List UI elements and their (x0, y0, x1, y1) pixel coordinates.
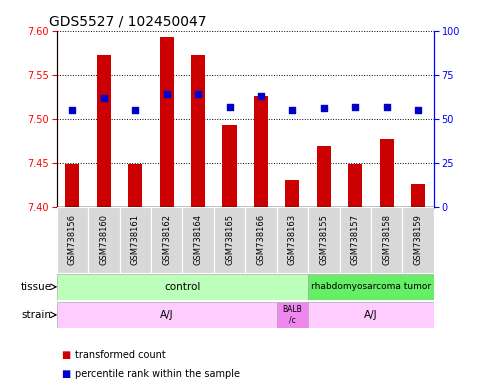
FancyBboxPatch shape (119, 207, 151, 273)
Bar (380, 139, 394, 207)
Text: BALB
/c: BALB /c (282, 305, 302, 324)
Text: GSM738163: GSM738163 (288, 214, 297, 265)
Text: strain: strain (22, 310, 52, 320)
Bar (411, 184, 425, 207)
Point (352, 104, 359, 110)
Text: GSM738164: GSM738164 (194, 214, 203, 265)
Point (383, 104, 390, 110)
FancyBboxPatch shape (57, 302, 277, 328)
Text: GSM738160: GSM738160 (99, 214, 108, 265)
Text: transformed count: transformed count (75, 350, 166, 360)
Text: GSM738166: GSM738166 (256, 214, 266, 265)
FancyBboxPatch shape (308, 302, 434, 328)
Text: rhabdomyosarcoma tumor: rhabdomyosarcoma tumor (311, 282, 431, 291)
Bar (254, 96, 268, 207)
Point (226, 104, 234, 110)
Text: GSM738162: GSM738162 (162, 214, 171, 265)
Bar (128, 164, 142, 207)
Text: GDS5527 / 102450047: GDS5527 / 102450047 (49, 14, 207, 28)
Bar (66, 164, 79, 207)
Text: GSM738165: GSM738165 (225, 214, 234, 265)
FancyBboxPatch shape (371, 207, 402, 273)
Bar (191, 55, 205, 207)
Text: ■: ■ (62, 369, 71, 379)
Text: GSM738158: GSM738158 (382, 214, 391, 265)
Point (163, 91, 171, 98)
FancyBboxPatch shape (340, 207, 371, 273)
Text: percentile rank within the sample: percentile rank within the sample (75, 369, 241, 379)
Point (320, 105, 328, 111)
Point (100, 95, 108, 101)
Bar (222, 125, 237, 207)
Text: A/J: A/J (160, 310, 174, 320)
Text: A/J: A/J (364, 310, 378, 320)
FancyBboxPatch shape (308, 274, 434, 300)
Bar (160, 37, 174, 207)
FancyBboxPatch shape (57, 274, 308, 300)
FancyBboxPatch shape (214, 207, 245, 273)
Bar (317, 146, 331, 207)
FancyBboxPatch shape (151, 207, 182, 273)
FancyBboxPatch shape (277, 302, 308, 328)
Text: control: control (164, 282, 201, 292)
FancyBboxPatch shape (88, 207, 119, 273)
Bar (348, 164, 362, 207)
FancyBboxPatch shape (308, 207, 340, 273)
FancyBboxPatch shape (245, 207, 277, 273)
Text: GSM738156: GSM738156 (68, 214, 77, 265)
Bar (285, 180, 299, 207)
FancyBboxPatch shape (277, 207, 308, 273)
FancyBboxPatch shape (402, 207, 434, 273)
Text: tissue: tissue (21, 282, 52, 292)
Text: GSM738161: GSM738161 (131, 214, 140, 265)
Point (257, 93, 265, 99)
Text: GSM738157: GSM738157 (351, 214, 360, 265)
Point (69, 107, 76, 113)
Point (414, 107, 422, 113)
Text: GSM738155: GSM738155 (319, 214, 328, 265)
Text: GSM738159: GSM738159 (414, 214, 423, 265)
Bar (97, 55, 111, 207)
Point (131, 107, 139, 113)
Point (194, 91, 202, 98)
Text: ■: ■ (62, 350, 71, 360)
FancyBboxPatch shape (182, 207, 214, 273)
FancyBboxPatch shape (57, 207, 88, 273)
Point (288, 107, 296, 113)
